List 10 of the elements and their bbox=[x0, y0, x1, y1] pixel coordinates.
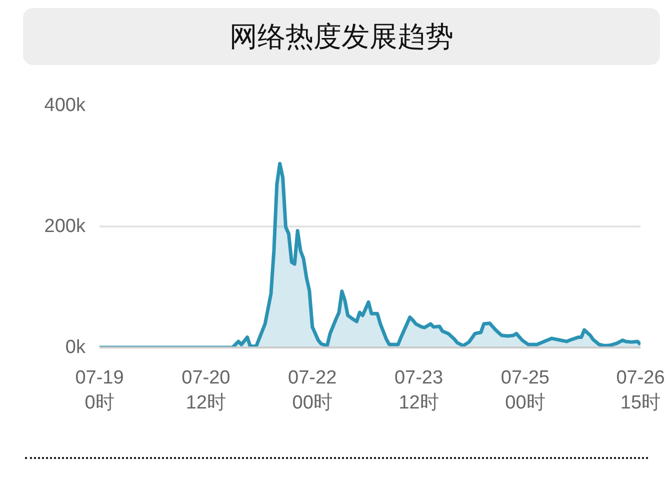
y-tick-label: 400k bbox=[44, 95, 86, 116]
x-tick-label: 07-23 12时 bbox=[394, 368, 444, 414]
x-tick-label: 07-26 15时 bbox=[616, 368, 665, 414]
x-tick-label: 07-25 00时 bbox=[500, 368, 550, 414]
y-tick-label: 200k bbox=[44, 216, 86, 237]
x-tick-label: 07-20 12时 bbox=[182, 368, 230, 414]
y-tick-label: 0k bbox=[65, 337, 86, 358]
x-tick-label: 07-22 00时 bbox=[288, 368, 337, 414]
chart-title: 网络热度发展趋势 bbox=[23, 8, 660, 65]
x-tick-label: 07-19 0时 bbox=[75, 368, 124, 414]
